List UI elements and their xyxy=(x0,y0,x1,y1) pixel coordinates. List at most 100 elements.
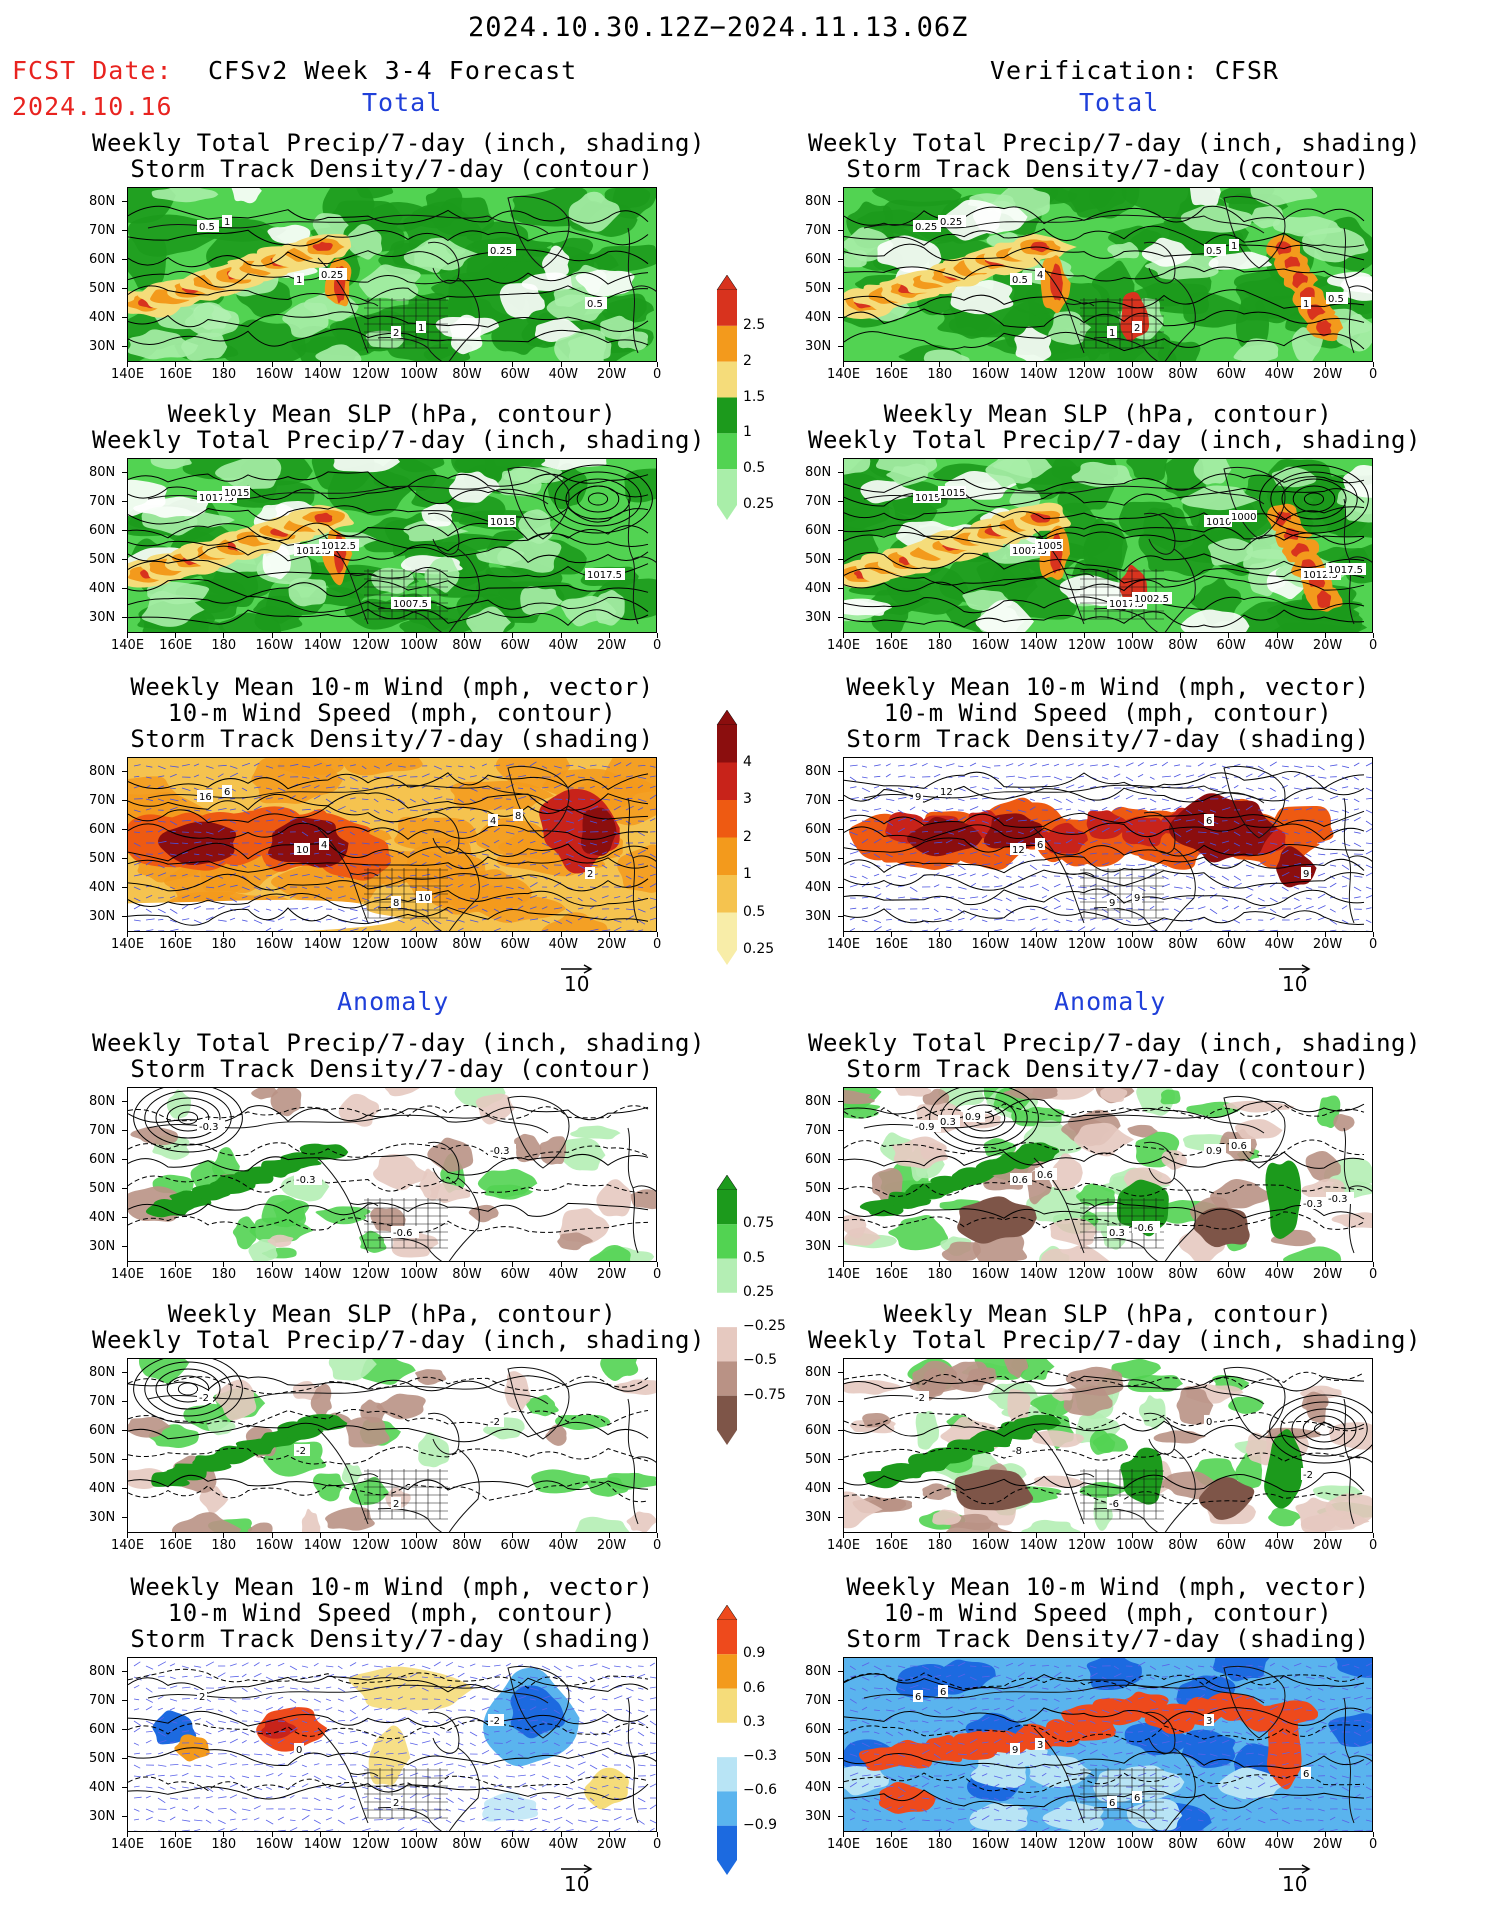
contour-label: 1015 xyxy=(224,488,249,499)
contour-label: 0.25 xyxy=(321,270,343,281)
contour-label-bg xyxy=(513,809,523,821)
longitude-tick xyxy=(127,932,128,937)
precip-shade-light xyxy=(466,606,512,632)
contour-label-bg xyxy=(1204,1144,1226,1156)
colorbar-segment xyxy=(717,290,737,326)
contour-label-bg xyxy=(585,568,625,580)
precip-anom-positive xyxy=(1283,1246,1342,1261)
latitude-tick xyxy=(122,201,127,202)
longitude-label: 140W xyxy=(1019,937,1058,952)
longitude-label: 20W xyxy=(596,1538,627,1553)
precip-anom-negative xyxy=(419,1168,442,1201)
contour-label: -0.6 xyxy=(393,1228,413,1239)
map-panel-p3-forecast: 16 10 8 4 2 6 4 10 8 xyxy=(127,757,657,932)
precip-shade-light xyxy=(1181,485,1260,511)
colorbar-cap xyxy=(717,1860,737,1875)
contour-label-bg xyxy=(294,1173,322,1185)
longitude-tick xyxy=(987,1832,989,1837)
latitude-label: 50N xyxy=(89,851,116,866)
contour-label: 6 xyxy=(1037,840,1043,851)
longitude-tick xyxy=(891,362,893,367)
precip-shade xyxy=(624,468,656,503)
panel-title-line: Weekly Total Precip/7-day (inch, shading… xyxy=(808,426,1421,454)
model-title: CFSv2 Week 3-4 Forecast xyxy=(208,56,578,85)
precip-anom-negative xyxy=(1305,1150,1341,1183)
colorbar-label: 0.25 xyxy=(743,1283,775,1300)
precip-shade xyxy=(1126,459,1168,481)
colorbar-segment xyxy=(717,1292,737,1328)
latitude-tick xyxy=(122,771,127,772)
contour-label: 0.25 xyxy=(915,222,937,233)
precip-anom-positive xyxy=(1021,1519,1081,1532)
map-plot: -2 -8 -6 0 -2 xyxy=(844,1359,1372,1532)
map-plot: -0.9 0.6 0.3 0.9 -0.3 0.3 0.6 -0.6 0.6 -0.3 0.9 xyxy=(844,1088,1372,1261)
latitude-tick xyxy=(122,1488,127,1489)
longitude-tick xyxy=(1132,362,1134,367)
contour-label: 1007.5 xyxy=(393,599,428,610)
contour-label: 1017.5 xyxy=(587,570,622,581)
map-panel-p5-verification: -2 -8 -6 0 -2 xyxy=(843,1358,1373,1533)
state-borders xyxy=(1080,298,1164,349)
longitude-label: 160W xyxy=(255,367,294,382)
colorbar-segment xyxy=(717,1722,737,1758)
storm-anom-negative xyxy=(969,1803,1028,1831)
contour-label-bg xyxy=(294,1743,304,1755)
contour-label: -2 xyxy=(1303,1470,1313,1481)
contour-label: 1 xyxy=(1231,241,1237,252)
longitude-label: 120W xyxy=(351,1267,390,1282)
contour-label-bg xyxy=(1229,510,1257,522)
longitude-label: 60W xyxy=(500,937,530,952)
longitude-label: 20W xyxy=(1312,1837,1343,1852)
longitude-tick xyxy=(1276,362,1278,367)
contour-label-bg xyxy=(1107,896,1117,908)
longitude-label: 20W xyxy=(596,1837,627,1852)
precip-anom-positive xyxy=(1160,1089,1181,1105)
latitude-label: 80N xyxy=(89,465,116,480)
longitude-tick xyxy=(416,1533,418,1538)
colorbar-precip_total xyxy=(716,275,738,520)
contour-label: 8 xyxy=(393,898,399,909)
contour-label: 1017.5 xyxy=(1109,599,1144,610)
latitude-label: 80N xyxy=(805,764,832,779)
contour-label-bg xyxy=(319,268,347,280)
longitude-label: 100W xyxy=(1116,638,1154,653)
precip-shade-light xyxy=(975,599,1034,632)
latitude-label: 40N xyxy=(89,880,116,895)
longitude-label: 60W xyxy=(1216,367,1246,382)
latitude-tick xyxy=(838,1130,843,1131)
contour-layer xyxy=(128,1104,649,1234)
contour-label-bg xyxy=(1326,292,1348,304)
longitude-label: 40W xyxy=(1264,937,1295,952)
state-borders xyxy=(364,1198,448,1249)
map-plot: 0.25 0.5 1 0.5 1 0.25 4 2 1 0.5 xyxy=(844,188,1372,361)
longitude-label: 120W xyxy=(1067,1267,1106,1282)
storm-shade xyxy=(339,758,423,776)
latitude-label: 30N xyxy=(89,610,116,625)
panel-title-line: Weekly Total Precip/7-day (inch, shading… xyxy=(808,1326,1421,1354)
panel-title-line: Weekly Total Precip/7-day (inch, shading… xyxy=(92,129,705,157)
contour-label-bg xyxy=(197,1690,207,1702)
latitude-tick xyxy=(838,1430,843,1431)
contour-label-bg xyxy=(197,1391,213,1403)
precip-anom-positive xyxy=(600,1359,639,1381)
panel-title-line: Weekly Total Precip/7-day (inch, shading… xyxy=(92,1029,705,1057)
storm-shade xyxy=(277,758,344,776)
latitude-tick xyxy=(838,1188,843,1189)
longitude-tick xyxy=(223,932,225,937)
precip-anom-max xyxy=(299,1143,349,1161)
precip-shade-light xyxy=(448,471,501,503)
longitude-tick xyxy=(939,1832,941,1837)
precip-anom-negative xyxy=(1127,1124,1158,1138)
contour-label: 2 xyxy=(587,869,593,880)
contour-layer xyxy=(844,1672,1365,1793)
section-anomaly-right: Anomaly xyxy=(1054,987,1167,1016)
longitude-tick xyxy=(1276,932,1278,937)
precip-anom-positive xyxy=(1235,1453,1263,1489)
contour-label: 0.3 xyxy=(940,1117,956,1128)
panel-title-line: Weekly Total Precip/7-day (inch, shading… xyxy=(92,426,705,454)
longitude-tick xyxy=(1324,1832,1326,1837)
latitude-tick xyxy=(838,1372,843,1373)
precip-shade-light xyxy=(476,547,525,566)
longitude-label: 140E xyxy=(111,367,145,382)
